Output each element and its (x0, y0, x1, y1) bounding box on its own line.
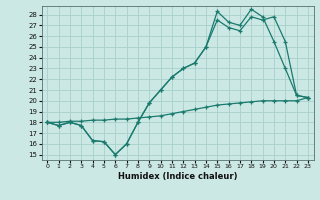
X-axis label: Humidex (Indice chaleur): Humidex (Indice chaleur) (118, 172, 237, 181)
